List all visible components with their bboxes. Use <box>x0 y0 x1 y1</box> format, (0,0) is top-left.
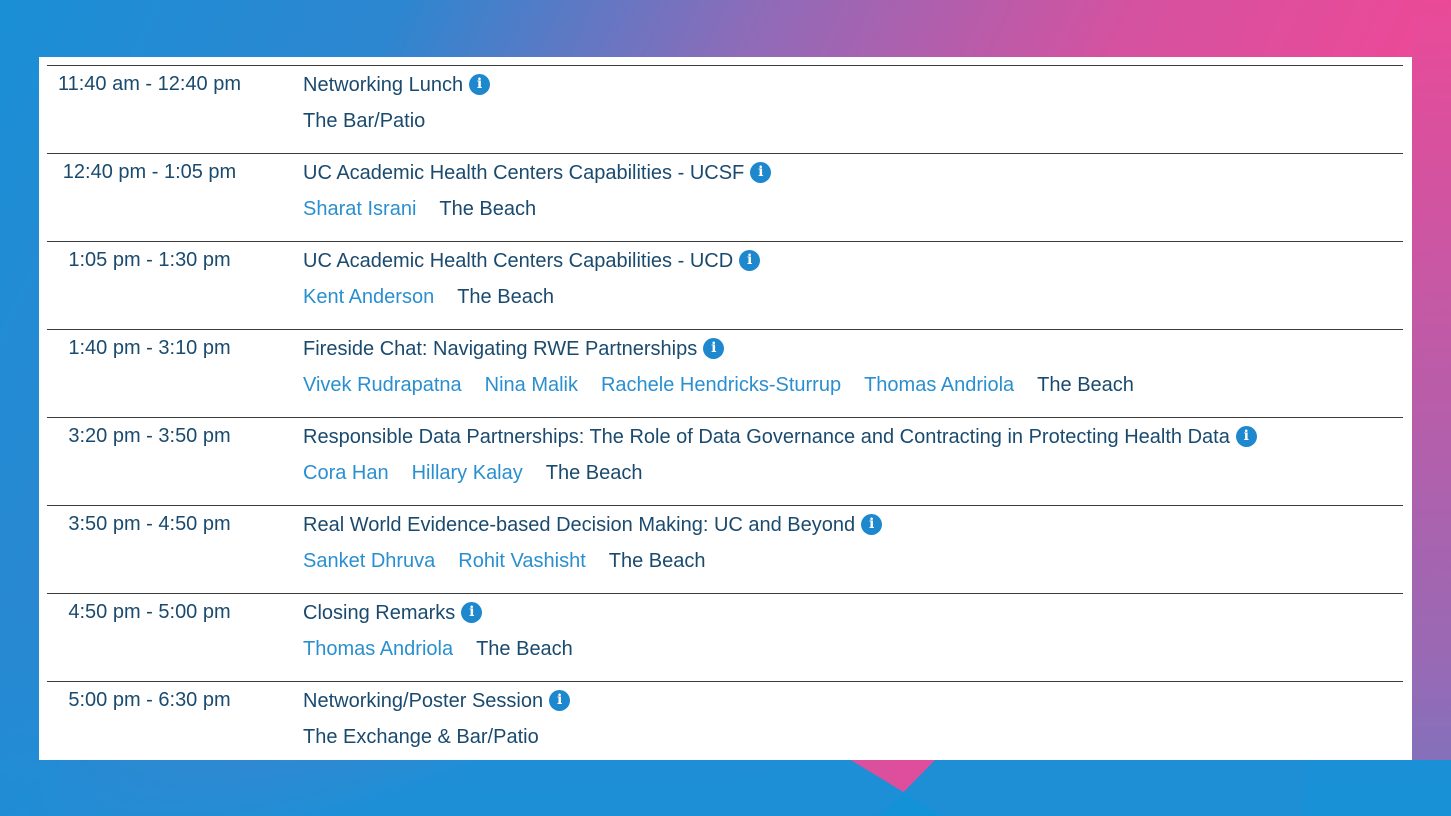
session-details: Sanket Dhruva Rohit Vashisht The Beach <box>303 550 706 573</box>
session-location: The Beach <box>545 462 643 484</box>
agenda-row: 1:05 pm - 1:30 pm UC Academic Health Cent… <box>47 241 1403 329</box>
session-details: Kent Anderson The Beach <box>303 286 554 309</box>
info-circle-icon[interactable]: i <box>549 690 571 711</box>
session-title: Closing Remarks <box>303 602 456 624</box>
session-location: The Beach <box>1037 374 1134 396</box>
agenda-row: 4:50 pm - 5:00 pm Closing Remarks i Thomas … <box>47 593 1403 681</box>
session-time: 5:00 pm - 6:30 pm <box>68 689 231 711</box>
session-title: Networking Lunch <box>303 74 464 96</box>
session-title-line: Networking Lunch i <box>303 74 491 97</box>
session-details: Cora Han Hillary Kalay The Beach <box>303 462 643 485</box>
info-circle-icon[interactable]: i <box>861 514 883 535</box>
session-title-line: Fireside Chat: Navigating RWE Partnershi… <box>303 338 725 361</box>
session-details: Sharat Israni The Beach <box>303 198 536 221</box>
session-time: 4:50 pm - 5:00 pm <box>68 601 231 623</box>
speaker-link[interactable]: Rohit Vashisht <box>458 550 586 572</box>
session-title-line: Closing Remarks i <box>303 602 483 625</box>
info-circle-icon[interactable]: i <box>461 602 483 623</box>
info-circle-icon[interactable]: i <box>469 74 491 95</box>
session-time: 12:40 pm - 1:05 pm <box>62 161 237 183</box>
agenda-row: 11:40 am - 12:40 pm Networking Lunch i The … <box>47 65 1403 153</box>
session-location: The Bar/Patio <box>303 110 426 132</box>
speaker-link[interactable]: Thomas Andriola <box>864 374 1015 396</box>
speaker-link[interactable]: Kent Anderson <box>303 286 435 308</box>
session-details: The Bar/Patio <box>303 110 425 133</box>
agenda-row: 1:40 pm - 3:10 pm Fireside Chat: Navigati… <box>47 329 1403 417</box>
session-time: 11:40 am - 12:40 pm <box>57 73 242 95</box>
session-location: The Beach <box>476 638 573 660</box>
session-title-line: UC Academic Health Centers Capabilities … <box>303 250 761 273</box>
session-location: The Exchange & Bar/Patio <box>303 726 539 748</box>
session-details: The Exchange & Bar/Patio <box>303 726 539 749</box>
session-location: The Beach <box>457 286 554 308</box>
session-time: 1:40 pm - 3:10 pm <box>68 337 231 359</box>
speaker-link[interactable]: Thomas Andriola <box>303 638 454 660</box>
agenda-card: 11:40 am - 12:40 pm Networking Lunch i The … <box>39 57 1412 760</box>
session-title: UC Academic Health Centers Capabilities … <box>303 162 745 184</box>
session-title: Responsible Data Partnerships: The Role … <box>303 426 1230 448</box>
speaker-link[interactable]: Sanket Dhruva <box>303 550 436 572</box>
session-title-line: Networking/Poster Session i <box>303 690 571 713</box>
agenda-row: 12:40 pm - 1:05 pm UC Academic Health Cen… <box>47 153 1403 241</box>
session-title: Fireside Chat: Navigating RWE Partnershi… <box>303 338 698 360</box>
session-location: The Beach <box>608 550 706 572</box>
speaker-link[interactable]: Nina Malik <box>484 374 578 396</box>
session-details: Thomas Andriola The Beach <box>303 638 573 661</box>
speaker-link[interactable]: Cora Han <box>303 462 389 484</box>
speaker-link[interactable]: Hillary Kalay <box>411 462 523 484</box>
info-circle-icon[interactable]: i <box>703 338 725 359</box>
info-circle-icon[interactable]: i <box>1235 426 1257 447</box>
session-title-line: UC Academic Health Centers Capabilities … <box>303 162 772 185</box>
session-details: Vivek Rudrapatna Nina Malik Rachele Hendri… <box>303 374 1134 397</box>
info-circle-icon[interactable]: i <box>739 250 761 271</box>
agenda-row: 5:00 pm - 6:30 pm Networking/Poster Sessi… <box>47 681 1403 760</box>
agenda-row: 3:50 pm - 4:50 pm Real World Evidence-bas… <box>47 505 1403 593</box>
session-title: Real World Evidence-based Decision Makin… <box>303 514 856 536</box>
info-circle-icon[interactable]: i <box>750 162 772 183</box>
speaker-link[interactable]: Sharat Israni <box>303 198 417 220</box>
session-title-line: Responsible Data Partnerships: The Role … <box>303 426 1257 449</box>
session-location: The Beach <box>439 198 537 220</box>
session-time: 3:20 pm - 3:50 pm <box>68 425 231 447</box>
agenda-row: 3:20 pm - 3:50 pm Responsible Data Partne… <box>47 417 1403 505</box>
session-title: Networking/Poster Session <box>303 690 544 712</box>
session-title-line: Real World Evidence-based Decision Makin… <box>303 514 883 537</box>
session-title: UC Academic Health Centers Capabilities … <box>303 250 734 272</box>
session-time: 3:50 pm - 4:50 pm <box>68 513 231 535</box>
speaker-link[interactable]: Rachele Hendricks-Sturrup <box>600 374 842 396</box>
session-time: 1:05 pm - 1:30 pm <box>68 249 231 271</box>
speaker-link[interactable]: Vivek Rudrapatna <box>303 374 462 396</box>
